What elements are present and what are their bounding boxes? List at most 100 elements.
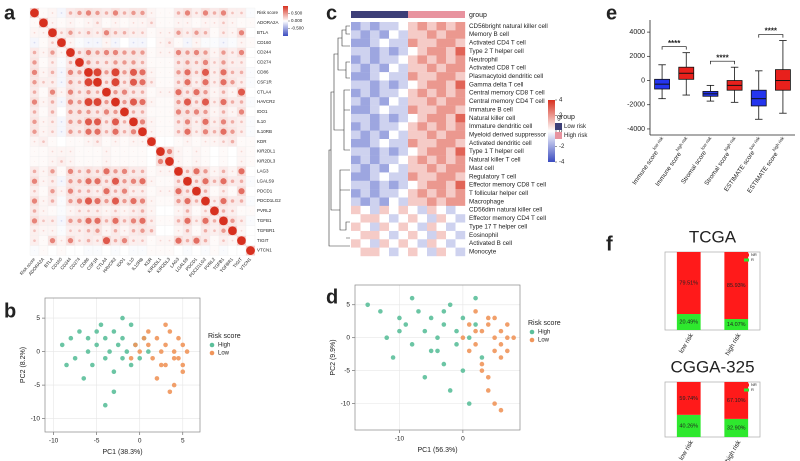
corr-circle (43, 190, 44, 192)
heat-cell (398, 113, 409, 123)
corr-circle (42, 51, 45, 54)
corr-circle (239, 179, 244, 184)
corr-circle (202, 217, 209, 224)
corr-circle (129, 78, 138, 86)
significance-bracket (758, 34, 784, 38)
row-label: Central memory CD8 T cell (469, 90, 545, 97)
heat-cell (417, 139, 428, 148)
point (124, 349, 130, 354)
corr-circle (169, 131, 170, 133)
corr-circle (203, 89, 208, 95)
heat-cell (360, 97, 371, 106)
corr-circle (132, 21, 135, 24)
heat-cell (436, 113, 447, 123)
corr-circle (132, 140, 135, 143)
row-label: CSF1R (257, 79, 273, 84)
heat-cell (398, 164, 409, 173)
point (454, 328, 459, 334)
point (390, 355, 396, 360)
corr-circle (141, 189, 144, 193)
heat-cell (351, 189, 361, 198)
heat-cell (370, 205, 380, 215)
corr-circle (77, 169, 82, 174)
corr-circle (78, 239, 81, 242)
heat-cell (379, 205, 390, 215)
significance-bracket (710, 60, 735, 65)
heat-cell (379, 105, 390, 115)
heat-cell (360, 80, 371, 90)
corr-circle (77, 50, 82, 55)
corr-circle (79, 22, 80, 24)
corr-circle (111, 97, 120, 107)
corr-circle (176, 179, 181, 184)
corr-circle (42, 80, 45, 84)
heat-cell (379, 214, 390, 223)
heat-cell (427, 38, 437, 48)
column-label: BTLA (43, 257, 54, 269)
corr-circle (121, 89, 128, 95)
corr-circle (250, 81, 251, 83)
heat-cell (360, 47, 371, 56)
point (466, 322, 472, 327)
point (180, 342, 186, 348)
legend-label: R (751, 257, 754, 262)
corr-circle (250, 200, 251, 202)
corr-circle (187, 151, 188, 152)
heat-cell (446, 97, 456, 106)
corr-circle (205, 250, 206, 251)
heat-cell (446, 222, 456, 232)
corr-circle (87, 41, 90, 44)
heat-cell (408, 222, 418, 232)
heat-cell (408, 72, 418, 81)
colorbar-label: 0.500 (291, 11, 303, 16)
heat-cell (455, 172, 466, 181)
point (158, 349, 164, 354)
heat-cell (446, 63, 456, 73)
corr-circle (122, 99, 127, 105)
point (128, 322, 134, 328)
heat-cell (379, 55, 390, 64)
corr-circle (68, 129, 73, 134)
heat-cell (379, 247, 390, 257)
corr-circle (213, 100, 216, 104)
row-label: CD244 (257, 50, 272, 55)
corr-circle (87, 140, 90, 143)
heat-cell (389, 139, 399, 148)
corr-circle (43, 62, 44, 63)
point (492, 348, 497, 354)
corr-circle (60, 180, 63, 183)
corr-circle (228, 226, 237, 236)
heat-cell (389, 214, 399, 223)
corr-circle (232, 190, 233, 192)
heat-cell (446, 205, 456, 215)
corr-circle (186, 31, 189, 35)
heat-cell (351, 239, 361, 248)
corr-circle (186, 21, 189, 24)
heat-cell (408, 230, 418, 240)
corr-circle (122, 198, 127, 204)
corr-circle (130, 129, 137, 135)
corr-circle (34, 250, 35, 251)
row-label: Immature B cell (469, 106, 513, 113)
corr-circle (79, 42, 80, 44)
corr-circle (79, 141, 80, 143)
heat-cell (446, 230, 456, 240)
corr-circle (50, 110, 55, 114)
cell-bg (191, 245, 202, 256)
corr-circle (160, 200, 161, 202)
heat-cell (436, 47, 447, 56)
heat-cell (398, 239, 409, 248)
corr-circle (184, 79, 191, 86)
corr-circle (95, 60, 100, 65)
corr-circle (42, 120, 45, 123)
heat-cell (446, 55, 456, 64)
corr-circle (151, 91, 152, 93)
heat-cell (436, 147, 447, 156)
heat-cell (436, 22, 447, 31)
corr-circle (230, 70, 235, 75)
corr-circle (195, 130, 198, 134)
heat-cell (398, 155, 409, 165)
corr-circle (202, 59, 209, 66)
corr-circle (168, 41, 171, 44)
heat-cell (417, 22, 428, 31)
